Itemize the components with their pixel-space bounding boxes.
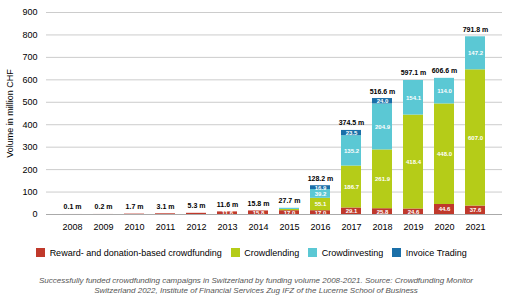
svg-text:17.0: 17.0 bbox=[283, 209, 296, 216]
svg-text:44.6: 44.6 bbox=[439, 206, 451, 212]
svg-text:25.8: 25.8 bbox=[377, 209, 389, 215]
svg-text:607.0: 607.0 bbox=[468, 135, 484, 141]
html-text:Invoice Trading: Invoice Trading bbox=[405, 247, 467, 258]
svg-text:300: 300 bbox=[22, 142, 37, 152]
svg-text:2015: 2015 bbox=[279, 222, 299, 232]
svg-text:3.1 m: 3.1 m bbox=[157, 203, 175, 210]
svg-text:204.9: 204.9 bbox=[375, 124, 391, 130]
svg-text:29.1: 29.1 bbox=[346, 208, 358, 214]
svg-text:11.6 m: 11.6 m bbox=[217, 201, 238, 208]
svg-text:0: 0 bbox=[32, 209, 37, 219]
html-text:Successfully funded crowdfundi: Successfully funded crowdfunding campaig… bbox=[39, 275, 473, 295]
svg-text:24.6: 24.6 bbox=[408, 209, 420, 215]
svg-text:154.1: 154.1 bbox=[406, 95, 422, 101]
svg-text:128.2 m: 128.2 m bbox=[308, 175, 334, 182]
svg-text:2016: 2016 bbox=[310, 222, 330, 232]
svg-text:448.0: 448.0 bbox=[437, 151, 453, 157]
svg-text:15.8: 15.8 bbox=[252, 209, 265, 216]
svg-text:27.7 m: 27.7 m bbox=[279, 197, 301, 204]
svg-text:2012: 2012 bbox=[186, 222, 206, 232]
svg-text:900: 900 bbox=[22, 7, 37, 17]
svg-text:2013: 2013 bbox=[217, 222, 237, 232]
svg-text:261.9: 261.9 bbox=[375, 176, 391, 182]
svg-text:2017: 2017 bbox=[341, 222, 361, 232]
svg-text:2014: 2014 bbox=[248, 222, 268, 232]
svg-text:114.0: 114.0 bbox=[437, 88, 452, 94]
svg-text:11.6: 11.6 bbox=[222, 210, 234, 216]
svg-text:500: 500 bbox=[22, 97, 37, 107]
svg-text:374.5 m: 374.5 m bbox=[339, 119, 365, 126]
svg-text:200: 200 bbox=[22, 164, 37, 174]
svg-text:2019: 2019 bbox=[403, 222, 423, 232]
svg-text:100: 100 bbox=[22, 187, 37, 197]
svg-text:16.9: 16.9 bbox=[315, 185, 327, 191]
svg-text:2009: 2009 bbox=[93, 222, 113, 232]
svg-text:800: 800 bbox=[22, 30, 37, 40]
svg-text:418.4: 418.4 bbox=[406, 159, 422, 165]
svg-text:600: 600 bbox=[22, 75, 37, 85]
svg-text:0.1 m: 0.1 m bbox=[64, 203, 82, 210]
svg-text:5.3 m: 5.3 m bbox=[188, 202, 206, 209]
svg-text:516.6 m: 516.6 m bbox=[370, 88, 396, 95]
svg-text:2010: 2010 bbox=[124, 222, 144, 232]
html-text:Crowdinvesting: Crowdinvesting bbox=[321, 247, 384, 258]
svg-text:791.8 m: 791.8 m bbox=[463, 26, 489, 33]
svg-text:37.6: 37.6 bbox=[470, 207, 482, 213]
svg-text:186.7: 186.7 bbox=[344, 184, 360, 190]
svg-text:1.7 m: 1.7 m bbox=[126, 203, 144, 210]
svg-text:17.0: 17.0 bbox=[314, 209, 327, 216]
svg-text:0.2 m: 0.2 m bbox=[95, 203, 113, 210]
svg-text:135.2: 135.2 bbox=[344, 148, 360, 154]
svg-text:2008: 2008 bbox=[62, 222, 82, 232]
svg-text:400: 400 bbox=[22, 120, 37, 130]
svg-text:147.2: 147.2 bbox=[468, 50, 484, 56]
html-text:Crowdlending: Crowdlending bbox=[244, 247, 300, 258]
svg-text:55.1: 55.1 bbox=[315, 201, 327, 207]
svg-text:700: 700 bbox=[22, 52, 37, 62]
svg-text:23.5: 23.5 bbox=[346, 130, 358, 136]
svg-text:597.1 m: 597.1 m bbox=[401, 69, 427, 76]
svg-text:Volume in million CHF: Volume in million CHF bbox=[5, 69, 15, 158]
svg-text:606.6 m: 606.6 m bbox=[432, 67, 458, 74]
svg-text:24.0: 24.0 bbox=[377, 98, 389, 104]
svg-text:2011: 2011 bbox=[156, 222, 175, 232]
svg-text:2018: 2018 bbox=[372, 222, 392, 232]
svg-text:2021: 2021 bbox=[465, 222, 485, 232]
svg-text:2020: 2020 bbox=[434, 222, 454, 232]
html-text:Reward- and donation-based cro: Reward- and donation-based crowdfunding bbox=[49, 247, 222, 258]
svg-text:15.8 m: 15.8 m bbox=[248, 200, 270, 207]
svg-text:39.2: 39.2 bbox=[315, 191, 327, 197]
